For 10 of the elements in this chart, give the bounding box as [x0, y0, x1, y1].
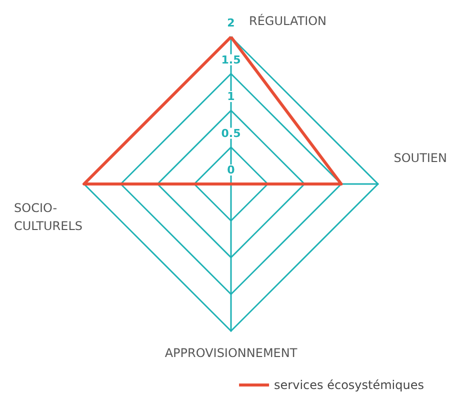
- spoke-label: RÉGULATION: [249, 13, 327, 28]
- legend-label: services écosystémiques: [274, 378, 424, 392]
- y-tick-label: 0.5: [221, 126, 241, 140]
- y-tick-label: 1.5: [221, 53, 241, 66]
- y-tick-label: 1: [227, 90, 235, 103]
- y-tick-label: 0: [227, 164, 236, 176]
- y-tick-label: 2: [227, 16, 235, 30]
- spoke-label: SOUTIEN: [394, 151, 447, 165]
- spoke-label: APPROVISIONNEMENT: [164, 346, 298, 360]
- spoke-label: SOCIO-CULTURELS: [14, 201, 83, 233]
